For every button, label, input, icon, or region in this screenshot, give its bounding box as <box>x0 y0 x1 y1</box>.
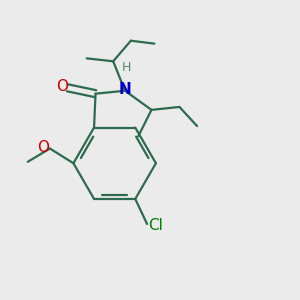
Text: O: O <box>38 140 50 154</box>
Text: Cl: Cl <box>148 218 163 233</box>
Text: O: O <box>56 79 68 94</box>
Text: H: H <box>122 61 131 74</box>
Text: N: N <box>118 82 131 98</box>
